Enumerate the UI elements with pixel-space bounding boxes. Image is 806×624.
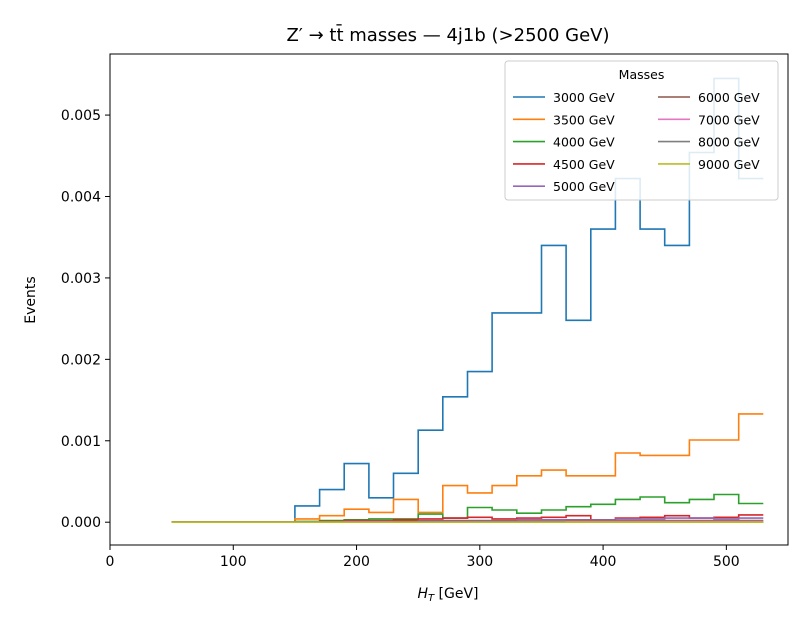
- legend-entry-label: 4000 GeV: [553, 135, 615, 150]
- legend-title: Masses: [619, 67, 665, 82]
- legend-entry-label: 6000 GeV: [698, 90, 760, 105]
- series-layer: [171, 77, 764, 523]
- x-tick-label: 400: [590, 554, 617, 570]
- legend-entry-label: 7000 GeV: [698, 112, 760, 127]
- x-tick-label: 200: [343, 554, 370, 570]
- y-tick-label: 0.002: [61, 352, 101, 368]
- y-tick-label: 0.001: [61, 434, 101, 450]
- y-axis-label: Events: [23, 276, 39, 323]
- y-tick-label: 0.000: [61, 515, 101, 531]
- x-tick-label: 300: [466, 554, 493, 570]
- y-tick-label: 0.003: [61, 271, 101, 287]
- legend-entry-label: 3500 GeV: [553, 112, 615, 127]
- legend-entry-label: 3000 GeV: [553, 90, 615, 105]
- legend-box: [504, 60, 779, 201]
- legend: Masses 3000 GeV 3500 GeV 4000 GeV 4500 GeV 50…: [504, 60, 779, 201]
- x-tick-label: 100: [220, 554, 247, 570]
- series-line-3000-gev: [171, 77, 764, 523]
- y-tick-label: 0.004: [61, 189, 101, 205]
- legend-entry-label: 9000 GeV: [698, 157, 760, 172]
- x-tick-label: 500: [713, 554, 740, 570]
- axes-frame: [109, 53, 789, 546]
- series-line-3500-gev: [171, 413, 764, 523]
- axes-layer: 0 100 200 300 400 500 0.000 0.001 0.002 0.003 0.00…: [61, 53, 789, 570]
- chart-title: Z′ → tt̄ masses — 4j1b (>2500 GeV): [286, 24, 609, 46]
- x-axis-label: HT [GeV]: [417, 586, 478, 604]
- y-tick-label: 0.005: [61, 108, 101, 124]
- legend-entry-label: 8000 GeV: [698, 135, 760, 150]
- x-tick-label: 0: [106, 554, 115, 570]
- legend-entry-label: 4500 GeV: [553, 157, 615, 172]
- legend-entry-label: 5000 GeV: [553, 179, 615, 194]
